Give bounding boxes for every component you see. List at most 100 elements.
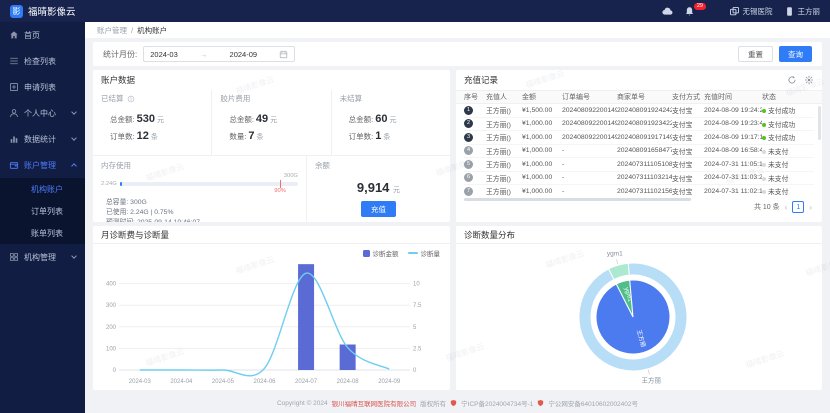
pie-chart-title: 诊断数量分布 <box>456 226 822 244</box>
next-page-button[interactable]: › <box>809 202 812 212</box>
svg-text:300: 300 <box>106 303 117 309</box>
prev-page-button[interactable]: ‹ <box>784 202 788 212</box>
svg-text:2024-03: 2024-03 <box>129 379 152 385</box>
calendar-icon <box>279 50 288 59</box>
table-cell: ¥1,000.00 <box>522 160 553 168</box>
table-cell: 支付宝 <box>672 135 693 143</box>
table-cell: 2024080922001495... <box>562 133 617 141</box>
info-icon[interactable] <box>127 95 135 103</box>
balance-title: 余额 <box>314 161 330 170</box>
table-cell: 支付宝 <box>672 162 693 170</box>
sidebar-item-account-management[interactable]: 账户管理 <box>0 152 85 178</box>
table-cell: 支付宝 <box>672 148 693 156</box>
svg-text:5: 5 <box>413 325 417 331</box>
table-cell: 2024-08-09 19:17:14 <box>704 133 762 141</box>
stat-film-label: 胶片费用 <box>220 94 251 103</box>
sidebar-item-org-management[interactable]: 机构管理 <box>0 244 85 270</box>
sidebar-subitem-order-list[interactable]: 订单列表 <box>31 206 63 216</box>
pie-slice-outer[interactable] <box>578 262 688 372</box>
table-body: 1王方丽()¥1,500.002024080922001495...202408… <box>456 104 822 197</box>
memory-progress-fill <box>119 182 122 186</box>
app-title: 福晴影像云 <box>28 7 76 18</box>
table-cell: 2024080919234222... <box>617 120 672 128</box>
reset-button[interactable]: 重置 <box>738 46 773 62</box>
memory-line: 预测时间: 2025-09-14 10:46:07 <box>106 218 298 222</box>
table-cell: - <box>562 187 565 195</box>
query-button[interactable]: 查询 <box>779 46 812 62</box>
notification-bell-icon[interactable] <box>684 6 695 17</box>
table-cell: 王方丽() <box>486 162 511 170</box>
company-link[interactable]: 银川福晴互联网医院有限公司 <box>331 401 417 408</box>
table-cell: - <box>562 160 565 168</box>
chevron-down-icon <box>71 109 77 115</box>
month-range-input[interactable]: 2024-03 → 2024-09 <box>143 46 296 62</box>
sidebar-item-label: 个人中心 <box>24 108 56 118</box>
svg-text:2024-08: 2024-08 <box>337 379 360 385</box>
app-logo-icon: 影 <box>10 4 23 18</box>
switch-org-icon <box>729 6 740 17</box>
table-cell: - <box>562 147 565 155</box>
breadcrumb-section[interactable]: 账户管理 <box>97 25 127 35</box>
user-menu[interactable]: 王方丽 <box>784 6 820 17</box>
status-text: 未支付 <box>768 175 789 183</box>
sidebar-item-exam-list[interactable]: 检查列表 <box>0 48 85 74</box>
cloud-download-icon[interactable] <box>662 6 673 17</box>
refresh-icon[interactable] <box>787 75 797 85</box>
account-stats: 已结算 总金额: 530 元 订单数: 12 条 胶片费用 总金额: 49 元 数量: 7 条 <box>93 90 450 156</box>
svg-text:2024-09: 2024-09 <box>378 379 401 385</box>
rank-badge: 6 <box>464 173 473 183</box>
chevron-down-icon <box>71 135 77 141</box>
breadcrumb: 账户管理 / 机构账户 <box>85 22 830 38</box>
main-content: 账户管理 / 机构账户 统计月份: 2024-03 → 2024-09 重置 查… <box>85 22 830 413</box>
sidebar-item-data-statistics[interactable]: 数据统计 <box>0 126 85 152</box>
line-swatch <box>407 252 418 254</box>
table-cell: 未支付 <box>762 173 806 183</box>
column-header: 支付方式 <box>672 94 700 101</box>
status-dot <box>762 163 766 168</box>
sidebar-subitem-org-account[interactable]: 机构账户 <box>31 184 63 194</box>
status-text: 未支付 <box>768 189 789 197</box>
recharge-button[interactable]: 充值 <box>360 201 396 217</box>
column-header: 订单编号 <box>562 94 590 101</box>
table-cell: 2 <box>464 119 486 129</box>
status-text: 支付成功 <box>768 108 796 116</box>
status-text: 未支付 <box>768 148 789 156</box>
sidebar: 首页 检查列表 申请列表个人中心数据统计 账户管理机构账户订单列表账单列表机构管理 <box>0 22 85 413</box>
legend-item-amount[interactable]: 诊断金额 <box>362 248 399 258</box>
recharge-card-title: 充值记录 <box>464 75 499 85</box>
stat-key: 数量: <box>229 132 247 141</box>
sidebar-item-home[interactable]: 首页 <box>0 22 85 48</box>
legend-item-count[interactable]: 诊断量 <box>407 248 440 258</box>
icp-link[interactable]: 宁ICP备2024004734号-1 <box>461 401 534 408</box>
table-cell: 未支付 <box>762 159 806 169</box>
svg-text:2.5: 2.5 <box>413 346 422 352</box>
svg-text:400: 400 <box>106 282 117 288</box>
account-data-card: 账户数据 已结算 总金额: 530 元 订单数: 12 条 胶片费用 <box>93 70 450 222</box>
vertical-scrollbar[interactable] <box>818 106 821 140</box>
stat-unit: 条 <box>383 134 391 141</box>
pie-outer-label: 王方丽 <box>641 375 661 384</box>
top-bar-right: 29 无锡医院 王方丽 <box>662 2 820 17</box>
sidebar-item-personal-center[interactable]: 个人中心 <box>0 100 85 126</box>
pie-slice-inner[interactable] <box>595 279 671 355</box>
gear-icon[interactable] <box>804 75 814 85</box>
sidebar-subitem-bill-list[interactable]: 账单列表 <box>31 228 63 238</box>
account-card-title: 账户数据 <box>101 75 136 85</box>
rank-badge: 4 <box>464 146 473 156</box>
status-dot <box>762 176 766 181</box>
police-link[interactable]: 宁公网安备64010602002402号 <box>548 401 639 408</box>
stat-unit: 元 <box>156 117 164 124</box>
table-cell: 2024080919242423... <box>617 106 672 114</box>
horizontal-scrollbar[interactable] <box>464 198 691 201</box>
status-dot <box>762 122 766 127</box>
table-cell: 王方丽() <box>486 108 511 116</box>
org-switcher[interactable]: 无锡医院 <box>729 6 773 17</box>
balance-value: 9,914 <box>356 180 390 195</box>
sidebar-item-apply-list[interactable]: 申请列表 <box>0 74 85 100</box>
current-page[interactable]: 1 <box>792 201 805 213</box>
pie-outer-label: ygm1 <box>607 251 623 258</box>
stat-film-fee: 胶片费用 总金额: 49 元 数量: 7 条 <box>211 90 330 155</box>
status-dot <box>762 109 766 114</box>
top-bar: 影 福晴影像云 29 无锡医院 王方丽 <box>0 0 830 22</box>
